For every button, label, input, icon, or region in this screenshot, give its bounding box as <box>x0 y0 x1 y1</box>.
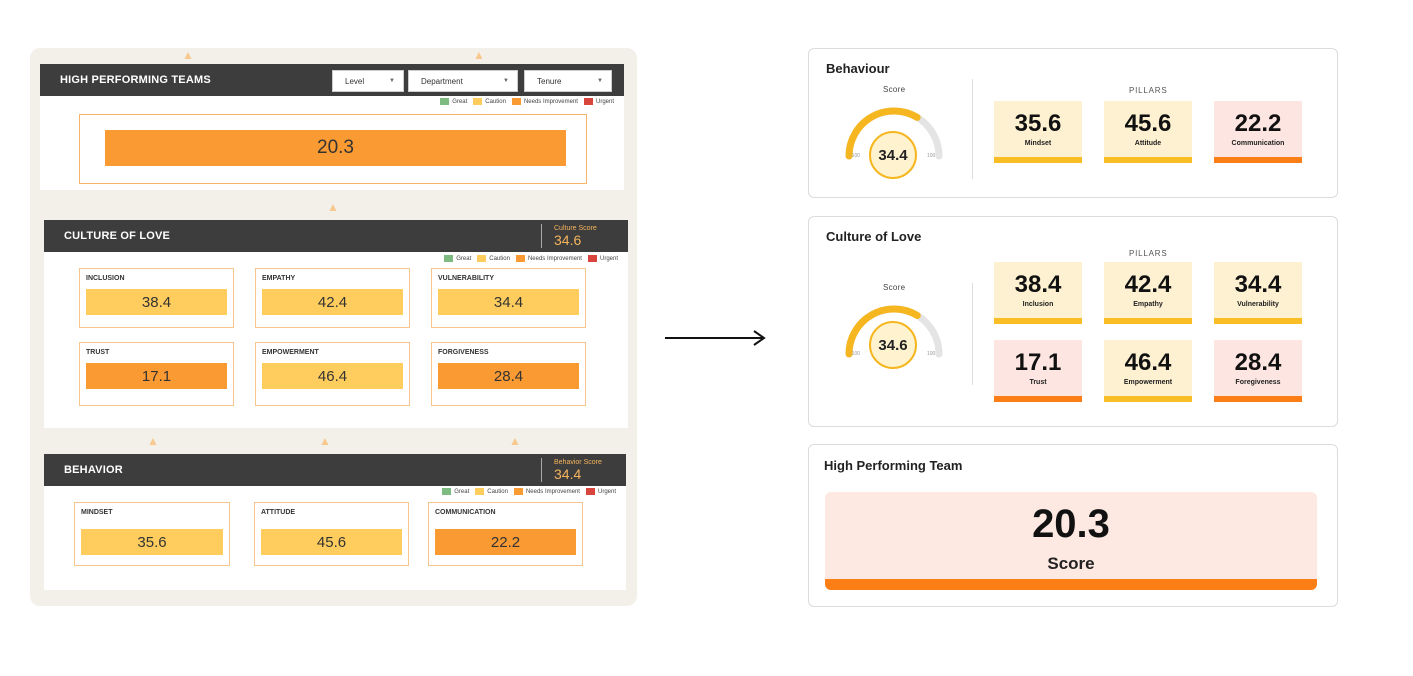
pillar-tile-communication: 22.2 Communication <box>1214 101 1302 163</box>
flow-arrow-icon: ▲ <box>509 434 521 448</box>
pillar-vulnerability: VULNERABILITY 34.4 <box>431 268 586 328</box>
level-filter[interactable]: Level ▼ <box>332 70 404 92</box>
legend-swatch <box>587 255 597 262</box>
status-stripe <box>994 396 1082 402</box>
pillar-tile-attitude: 45.6 Attitude <box>1104 101 1192 163</box>
status-stripe <box>994 157 1082 163</box>
culture-score-tag: Culture Score 34.6 <box>541 224 597 248</box>
card-title: High Performing Team <box>824 458 963 473</box>
pillar-tile-mindset: 35.6 Mindset <box>994 101 1082 163</box>
card-title: Culture of Love <box>826 229 922 244</box>
flow-arrow-icon: ▲ <box>473 48 485 62</box>
chevron-down-icon: ▼ <box>597 78 603 84</box>
arrow-right-icon <box>665 330 766 346</box>
legend-swatch <box>585 488 595 495</box>
status-stripe <box>1104 157 1192 163</box>
divider <box>972 79 973 179</box>
status-stripe <box>825 579 1317 590</box>
hpt-title: HIGH PERFORMING TEAMS <box>60 74 211 86</box>
hpt-score-box: 20.3 Score <box>825 492 1317 590</box>
score-gauge: -100 100 34.6 <box>841 299 947 373</box>
hpt-score-value: 20.3 <box>1032 502 1110 546</box>
culture-header: CULTURE OF LOVE <box>44 220 628 252</box>
pillar-tile-vulnerability: 34.4 Vulnerability <box>1214 262 1302 324</box>
pillar-empowerment: EMPOWERMENT 46.4 <box>255 342 410 406</box>
status-stripe <box>1214 396 1302 402</box>
old-dashboard: ▲ ▲ HIGH PERFORMING TEAMS Level ▼ Departm… <box>30 48 637 606</box>
status-stripe <box>1214 318 1302 324</box>
chevron-down-icon: ▼ <box>503 78 509 84</box>
behavior-title: BEHAVIOR <box>64 464 123 476</box>
flow-arrow-icon: ▲ <box>327 200 339 214</box>
legend-swatch <box>513 488 523 495</box>
pillar-tile-empathy: 42.4 Empathy <box>1104 262 1192 324</box>
pillar-mindset: MINDSET 35.6 <box>74 502 230 566</box>
gauge-score-value: 34.6 <box>869 321 917 369</box>
status-legend: Great Caution Needs Improvement Urgent <box>440 98 614 105</box>
tenure-filter[interactable]: Tenure ▼ <box>524 70 612 92</box>
pillar-tile-empowerment: 46.4 Empowerment <box>1104 340 1192 402</box>
flow-arrow-icon: ▲ <box>319 434 331 448</box>
legend-swatch <box>442 488 452 495</box>
pillar-trust: TRUST 17.1 <box>79 342 234 406</box>
status-legend: Great Caution Needs Improvement Urgent <box>444 255 618 262</box>
legend-swatch <box>440 98 450 105</box>
status-stripe <box>1104 396 1192 402</box>
behavior-body: Great Caution Needs Improvement Urgent M… <box>44 486 626 590</box>
pillar-empathy: EMPATHY 42.4 <box>255 268 410 328</box>
legend-swatch <box>511 98 521 105</box>
legend-swatch <box>473 98 483 105</box>
behavior-header: BEHAVIOR <box>44 454 626 486</box>
culture-card: Culture of Love PILLARS Score -100 100 3… <box>808 216 1338 427</box>
department-filter[interactable]: Department ▼ <box>408 70 518 92</box>
gauge-min: -100 <box>850 351 861 357</box>
pillar-inclusion: INCLUSION 38.4 <box>79 268 234 328</box>
flow-arrow-icon: ▲ <box>182 48 194 62</box>
gauge-fill <box>845 305 921 358</box>
pillars-label: PILLARS <box>1129 249 1168 258</box>
legend-swatch <box>477 255 487 262</box>
gauge-score-value: 34.4 <box>869 131 917 179</box>
gauge-fill <box>845 107 921 160</box>
gauge-min: -100 <box>850 153 861 159</box>
pillar-communication: COMMUNICATION 22.2 <box>428 502 583 566</box>
score-label: Score <box>883 85 906 94</box>
legend-swatch <box>444 255 454 262</box>
gauge-max: 100 <box>927 351 936 357</box>
divider <box>972 283 973 385</box>
hpt-card: High Performing Team 20.3 Score <box>808 444 1338 607</box>
pillar-tile-inclusion: 38.4 Inclusion <box>994 262 1082 324</box>
pillars-label: PILLARS <box>1129 86 1168 95</box>
pillar-tile-foregiveness: 28.4 Foregiveness <box>1214 340 1302 402</box>
status-legend: Great Caution Needs Improvement Urgent <box>442 488 616 495</box>
pillar-forgiveness: FORGIVENESS 28.4 <box>431 342 586 406</box>
legend-swatch <box>515 255 525 262</box>
status-stripe <box>1104 318 1192 324</box>
chevron-down-icon: ▼ <box>389 78 395 84</box>
culture-title: CULTURE OF LOVE <box>64 230 171 242</box>
pillar-attitude: ATTITUDE 45.6 <box>254 502 409 566</box>
flow-arrow-icon: ▲ <box>147 434 159 448</box>
status-stripe <box>994 318 1082 324</box>
score-gauge: -100 100 34.4 <box>841 101 947 179</box>
culture-body: Great Caution Needs Improvement Urgent I… <box>44 252 628 428</box>
legend-swatch <box>583 98 593 105</box>
behaviour-card: Behaviour Score -100 100 34.4 PILLARS 35… <box>808 48 1338 198</box>
status-stripe <box>1214 157 1302 163</box>
hpt-body: Great Caution Needs Improvement Urgent 2… <box>40 96 624 190</box>
legend-swatch <box>475 488 485 495</box>
gauge-max: 100 <box>927 153 936 159</box>
hpt-score-bar: 20.3 <box>105 130 566 166</box>
card-title: Behaviour <box>826 61 890 76</box>
score-label: Score <box>883 283 906 292</box>
hpt-score-label: Score <box>1047 554 1095 573</box>
pillar-tile-trust: 17.1 Trust <box>994 340 1082 402</box>
behavior-score-tag: Behavior Score 34.4 <box>541 458 602 482</box>
